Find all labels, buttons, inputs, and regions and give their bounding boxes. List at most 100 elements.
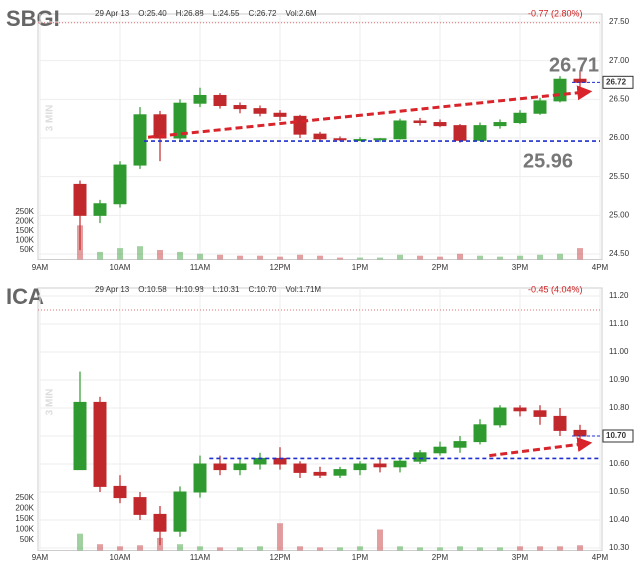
x-tick-label: 1PM [352, 553, 369, 562]
y-tick-label: 25.50 [609, 172, 630, 181]
volume-tick-label: 200K [15, 504, 34, 513]
candle-body [153, 114, 167, 139]
plot-frame [37, 287, 603, 551]
candle-body [473, 424, 487, 443]
volume-bar [97, 251, 103, 260]
candle-body [73, 183, 87, 216]
plot-frame [37, 13, 603, 260]
candle-body [133, 114, 147, 166]
volume-bar [97, 544, 103, 551]
candle-body [293, 115, 307, 135]
candle-body [313, 133, 327, 140]
y-tick-label: 11.20 [609, 291, 629, 300]
volume-tick-label: 50K [20, 245, 35, 254]
quote-info: L:24.55 [213, 9, 240, 18]
volume-bar [357, 546, 363, 551]
volume-bar [117, 546, 123, 551]
candle-body [433, 122, 447, 127]
candle-body [433, 446, 447, 454]
candle-body [293, 463, 307, 473]
volume-tick-label: 150K [15, 226, 34, 235]
x-tick-label: 10AM [110, 263, 131, 272]
candle-body [213, 463, 227, 471]
volume-bar [257, 546, 263, 551]
trend-arrow [147, 85, 593, 139]
candle-body [513, 112, 527, 124]
y-tick-label: 10.90 [609, 375, 630, 384]
candle-body [553, 415, 567, 431]
x-tick-label: 4PM [592, 263, 609, 272]
volume-bar [437, 256, 443, 260]
volume-bar [77, 533, 83, 551]
y-tick-label: 10.60 [609, 459, 630, 468]
annotation: 25.96 [523, 150, 573, 172]
candle-body [113, 164, 127, 205]
volume-bar [237, 255, 243, 260]
candle-body [393, 120, 407, 140]
candle-body [333, 469, 347, 476]
x-tick-label: 1PM [352, 263, 369, 272]
volume-bar [217, 547, 223, 551]
y-tick-label: 27.50 [609, 17, 630, 26]
candle-body [133, 497, 147, 515]
x-tick-label: 12PM [270, 553, 291, 562]
volume-tick-label: 250K [15, 207, 34, 216]
candle-body [533, 410, 547, 417]
candle-body [493, 122, 507, 127]
volume-bar [237, 547, 243, 551]
quote-info: Vol:1.71M [285, 285, 321, 294]
x-tick-label: 3PM [512, 553, 529, 562]
volume-bar [557, 546, 563, 551]
candle-body [253, 457, 267, 465]
volume-bar [177, 544, 183, 551]
candle-body [573, 429, 587, 437]
volume-bar [317, 547, 323, 551]
quote-info: C:26.72 [248, 9, 277, 18]
volume-bar [357, 257, 363, 260]
last-price: 10.70 [606, 431, 627, 440]
change: -0.77 (2.80%) [528, 8, 583, 18]
last-price: 26.72 [606, 77, 627, 86]
candle-body [273, 112, 287, 117]
volume-tick-label: 100K [15, 236, 34, 245]
quote-info: H:10.98 [176, 285, 205, 294]
volume-bar [177, 251, 183, 260]
x-tick-label: 2PM [432, 263, 449, 272]
volume-bar [317, 255, 323, 260]
volume-bar [417, 255, 423, 260]
x-tick-label: 12PM [270, 263, 291, 272]
x-tick-label: 2PM [432, 553, 449, 562]
candle-body [193, 463, 207, 493]
quote-info: H:26.88 [176, 9, 205, 18]
candle-body [173, 102, 187, 139]
last-price-box [602, 429, 634, 443]
x-tick-label: 10AM [110, 553, 131, 562]
quote-info: Vol:2.6M [285, 9, 316, 18]
volume-bar [497, 547, 503, 551]
volume-bar [137, 545, 143, 551]
x-tick-label: 4PM [592, 553, 609, 562]
candle-body [173, 491, 187, 532]
volume-bar [137, 246, 143, 260]
y-tick-label: 10.30 [609, 543, 630, 552]
volume-tick-label: 200K [15, 217, 34, 226]
x-tick-label: 9AM [32, 553, 49, 562]
y-tick-label: 10.50 [609, 487, 630, 496]
candle-body [233, 105, 247, 110]
volume-tick-label: 150K [15, 514, 34, 523]
candle-body [373, 463, 387, 468]
watermark: 3 MIN [45, 105, 56, 132]
volume-bar [297, 546, 303, 551]
volume-bar [297, 254, 303, 260]
volume-bar [397, 546, 403, 551]
candle-body [153, 513, 167, 532]
volume-bar [277, 523, 283, 551]
candle-body [93, 203, 107, 216]
volume-bar [557, 253, 563, 260]
volume-bar [257, 255, 263, 260]
x-tick-label: 3PM [512, 263, 529, 272]
volume-bar [437, 547, 443, 551]
volume-bar [537, 546, 543, 551]
x-tick-label: 9AM [32, 263, 49, 272]
